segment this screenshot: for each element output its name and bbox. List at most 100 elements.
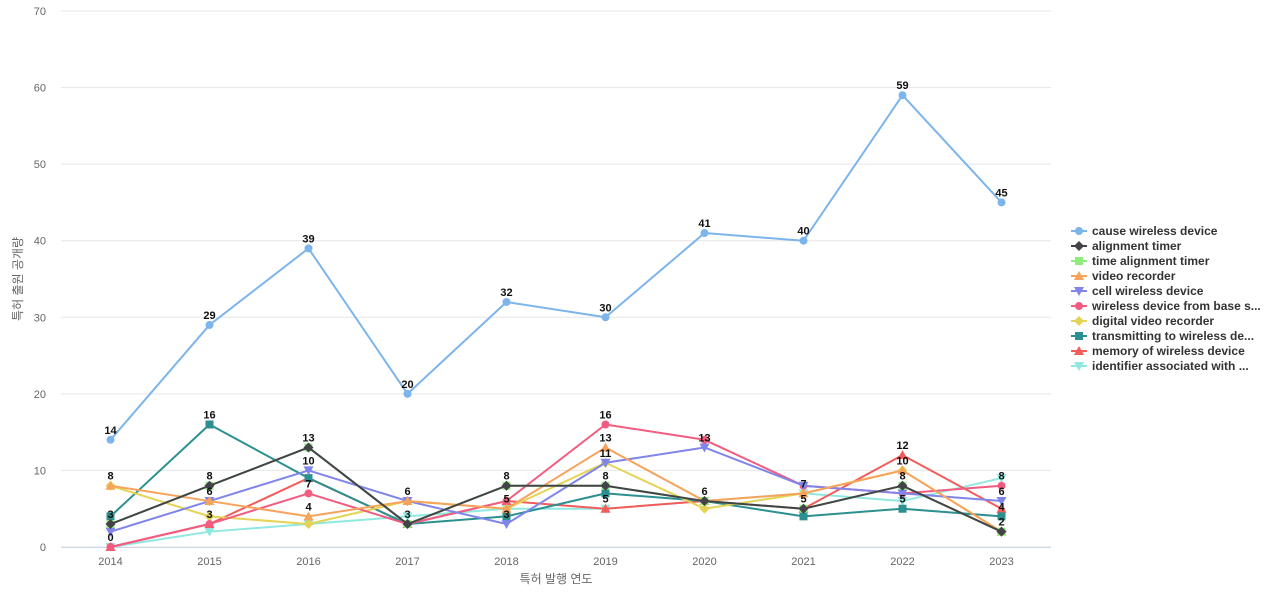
series-line bbox=[109, 423, 1002, 526]
legend-marker bbox=[1074, 241, 1084, 251]
x-tick-label: 2016 bbox=[296, 556, 320, 568]
series-5 bbox=[105, 443, 1007, 537]
x-tick-label: 2019 bbox=[593, 556, 617, 568]
data-label: 8 bbox=[899, 471, 905, 483]
data-point bbox=[105, 527, 116, 537]
data-label: 5 bbox=[602, 494, 608, 506]
data-point bbox=[799, 236, 808, 245]
data-point bbox=[600, 458, 611, 468]
data-point bbox=[303, 511, 314, 521]
data-point bbox=[897, 489, 908, 499]
data-point bbox=[502, 512, 511, 521]
data-point bbox=[402, 512, 413, 522]
data-point bbox=[303, 466, 314, 476]
legend-label: identifier associated with ... bbox=[1092, 359, 1249, 373]
legend-marker bbox=[1074, 316, 1084, 326]
y-axis-title: 특허 출원 공개량 bbox=[11, 237, 25, 321]
legend-marker bbox=[1075, 302, 1083, 310]
legend-item[interactable]: memory of wireless device bbox=[1071, 344, 1245, 358]
data-point bbox=[799, 512, 808, 521]
legend-marker bbox=[1074, 362, 1084, 371]
data-label: 39 bbox=[302, 233, 314, 245]
data-point bbox=[897, 465, 908, 475]
legend-item[interactable]: cause wireless device bbox=[1071, 224, 1218, 238]
data-point bbox=[303, 519, 314, 530]
legend-item[interactable]: identifier associated with ... bbox=[1071, 359, 1249, 373]
y-tick-label: 20 bbox=[34, 389, 46, 401]
data-point bbox=[897, 480, 908, 491]
legend-item[interactable]: time alignment timer bbox=[1071, 254, 1210, 268]
data-label: 59 bbox=[896, 80, 908, 92]
legend-marker bbox=[1074, 346, 1084, 355]
data-point bbox=[699, 503, 710, 514]
data-point bbox=[205, 420, 214, 429]
series-1 bbox=[106, 91, 1006, 444]
legend-item[interactable]: transmitting to wireless de... bbox=[1071, 329, 1254, 343]
legend-marker bbox=[1075, 332, 1083, 340]
data-label: 10 bbox=[896, 455, 908, 467]
gridlines bbox=[61, 10, 1051, 548]
data-label: 16 bbox=[599, 409, 611, 421]
data-label: 13 bbox=[599, 432, 611, 444]
series-2 bbox=[105, 442, 1007, 537]
series-4 bbox=[105, 442, 1007, 536]
legend-marker bbox=[1075, 257, 1083, 265]
data-label: 8 bbox=[998, 471, 1004, 483]
data-point bbox=[204, 511, 215, 522]
legend-label: alignment timer bbox=[1092, 239, 1182, 253]
series-7 bbox=[105, 457, 1007, 537]
data-point bbox=[700, 435, 709, 444]
legend-item[interactable]: cell wireless device bbox=[1071, 284, 1204, 298]
legend-label: cause wireless device bbox=[1092, 224, 1218, 238]
data-point bbox=[402, 496, 413, 506]
data-label: 4 bbox=[305, 501, 312, 513]
data-label: 20 bbox=[401, 379, 413, 391]
data-label: 8 bbox=[503, 471, 509, 483]
data-point bbox=[996, 503, 1007, 513]
data-point bbox=[106, 512, 115, 521]
legend-item[interactable]: alignment timer bbox=[1071, 239, 1182, 253]
data-point bbox=[699, 496, 710, 507]
data-point bbox=[898, 504, 907, 513]
data-label: 5 bbox=[503, 494, 509, 506]
data-point bbox=[897, 497, 908, 507]
data-point bbox=[600, 503, 611, 513]
data-label: 5 bbox=[899, 494, 905, 506]
data-point bbox=[700, 229, 709, 238]
series-line bbox=[110, 446, 1002, 533]
data-label: 7 bbox=[305, 478, 311, 490]
x-tick-label: 2021 bbox=[791, 556, 815, 568]
data-point bbox=[601, 313, 610, 322]
legend-marker bbox=[1074, 287, 1084, 296]
series-9 bbox=[105, 450, 1007, 551]
legend-item[interactable]: video recorder bbox=[1071, 269, 1176, 283]
data-label: 13 bbox=[302, 432, 314, 444]
data-point bbox=[304, 474, 313, 483]
series-line bbox=[110, 454, 1002, 548]
data-label: 30 bbox=[599, 302, 611, 314]
legend-label: wireless device from base s... bbox=[1091, 299, 1261, 313]
data-point bbox=[501, 503, 512, 513]
series-lines bbox=[105, 91, 1007, 552]
legend-label: digital video recorder bbox=[1092, 314, 1214, 328]
y-tick-label: 30 bbox=[34, 312, 46, 324]
data-point bbox=[997, 512, 1006, 521]
data-point bbox=[204, 480, 215, 491]
data-labels: 1483029168633913107420633285330161311854… bbox=[104, 80, 1007, 544]
legend-marker bbox=[1074, 271, 1084, 280]
legend-item[interactable]: wireless device from base s... bbox=[1071, 299, 1261, 313]
data-label: 8 bbox=[206, 471, 212, 483]
data-point bbox=[204, 496, 215, 506]
legend-item[interactable]: digital video recorder bbox=[1071, 314, 1214, 328]
series-3 bbox=[106, 443, 1006, 536]
data-label: 7 bbox=[800, 478, 806, 490]
data-label: 8 bbox=[602, 471, 608, 483]
series-line bbox=[110, 446, 1002, 533]
data-point bbox=[699, 443, 710, 453]
x-tick-label: 2014 bbox=[98, 556, 122, 568]
data-point bbox=[997, 481, 1006, 490]
